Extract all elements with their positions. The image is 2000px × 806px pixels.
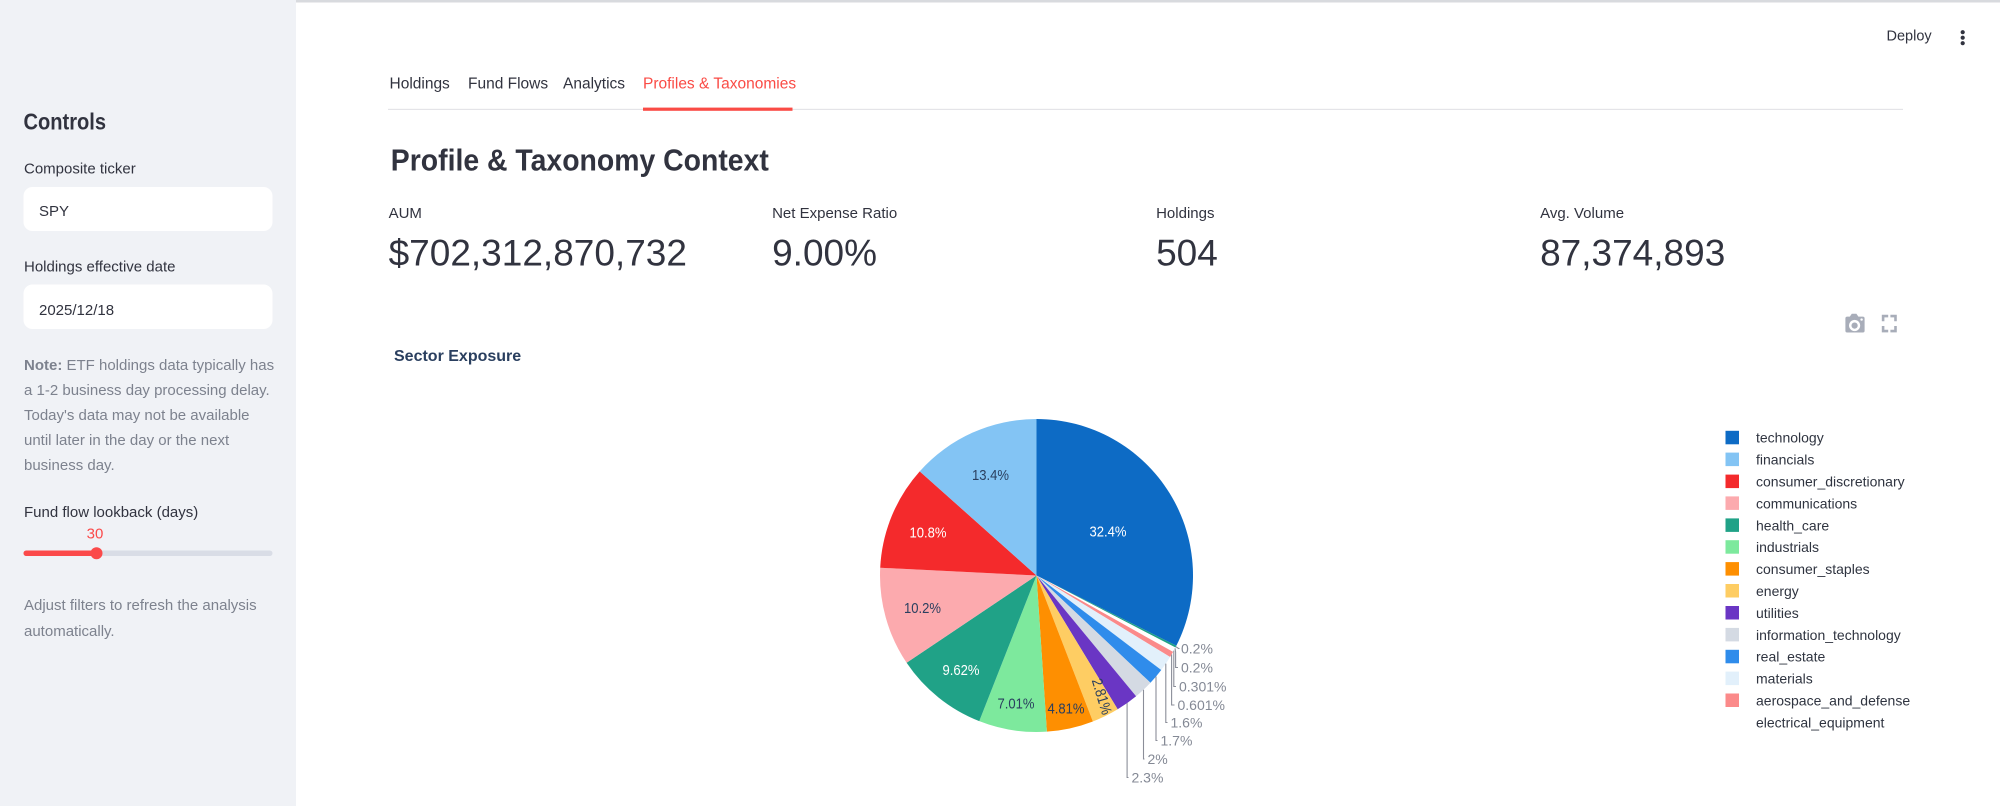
svg-text:consumer_discretionary: consumer_discretionary [1756,474,1905,490]
svg-text:information_technology: information_technology [1756,627,1901,643]
svg-text:communications: communications [1756,495,1857,511]
svg-text:automatically.: automatically. [24,623,115,640]
svg-text:0.2%: 0.2% [1181,660,1213,676]
svg-text:consumer_staples: consumer_staples [1756,561,1870,577]
svg-text:materials: materials [1756,671,1813,687]
svg-text:1.7%: 1.7% [1161,733,1193,749]
svg-text:2.3%: 2.3% [1132,770,1164,786]
svg-text:504: 504 [1156,233,1218,274]
svg-text:Sector Exposure: Sector Exposure [394,348,521,365]
svg-text:technology: technology [1756,430,1824,446]
svg-text:32.4%: 32.4% [1090,524,1127,541]
svg-text:Fund flow lookback (days): Fund flow lookback (days) [24,504,198,521]
svg-text:0.301%: 0.301% [1179,679,1226,695]
svg-text:9.00%: 9.00% [772,233,877,274]
svg-text:0.2%: 0.2% [1181,641,1213,657]
svg-text:10.8%: 10.8% [910,525,947,542]
svg-text:Today's data may not be availa: Today's data may not be available [24,407,250,424]
svg-text:energy: energy [1756,583,1799,599]
svg-text:Profiles & Taxonomies: Profiles & Taxonomies [643,76,796,93]
svg-text:Adjust filters to refresh the: Adjust filters to refresh the analysis [24,597,257,614]
svg-text:business day.: business day. [24,457,115,474]
svg-text:a 1-2 business day processing: a 1-2 business day processing delay. [24,382,270,399]
svg-text:until later in the day or the: until later in the day or the next [24,432,230,449]
svg-text:SPY: SPY [39,203,69,220]
svg-text:13.4%: 13.4% [972,467,1009,484]
svg-text:10.2%: 10.2% [904,600,941,617]
svg-text:Note: ETF holdings data typica: Note: ETF holdings data typically has [24,357,274,374]
svg-text:9.62%: 9.62% [943,662,980,679]
svg-text:industrials: industrials [1756,539,1819,555]
svg-text:Holdings: Holdings [390,76,451,93]
svg-text:2025/12/18: 2025/12/18 [39,302,114,319]
svg-text:0.601%: 0.601% [1178,697,1225,713]
svg-text:4.81%: 4.81% [1048,701,1085,718]
svg-text:87,374,893: 87,374,893 [1540,233,1725,274]
svg-text:AUM: AUM [389,205,422,222]
svg-text:$702,312,870,732: $702,312,870,732 [389,233,687,274]
svg-text:30: 30 [87,526,104,543]
svg-text:aerospace_and_defense: aerospace_and_defense [1756,693,1910,709]
svg-text:Holdings effective date: Holdings effective date [24,259,176,276]
svg-text:Avg. Volume: Avg. Volume [1540,205,1624,222]
svg-text:Net Expense Ratio: Net Expense Ratio [772,205,897,222]
svg-text:financials: financials [1756,452,1814,468]
svg-text:Profile & Taxonomy Context: Profile & Taxonomy Context [391,143,769,178]
svg-text:7.01%: 7.01% [998,696,1035,713]
svg-text:Fund Flows: Fund Flows [468,76,548,93]
svg-text:2%: 2% [1148,751,1168,767]
svg-text:Controls: Controls [24,109,107,135]
svg-text:Holdings: Holdings [1156,205,1214,222]
svg-text:utilities: utilities [1756,605,1799,621]
svg-text:Deploy: Deploy [1887,29,1933,45]
svg-text:real_estate: real_estate [1756,649,1825,665]
svg-text:1.6%: 1.6% [1171,715,1203,731]
svg-text:electrical_equipment: electrical_equipment [1756,714,1885,730]
svg-text:Composite ticker: Composite ticker [24,161,136,178]
svg-text:health_care: health_care [1756,517,1829,533]
svg-text:Analytics: Analytics [563,76,625,93]
